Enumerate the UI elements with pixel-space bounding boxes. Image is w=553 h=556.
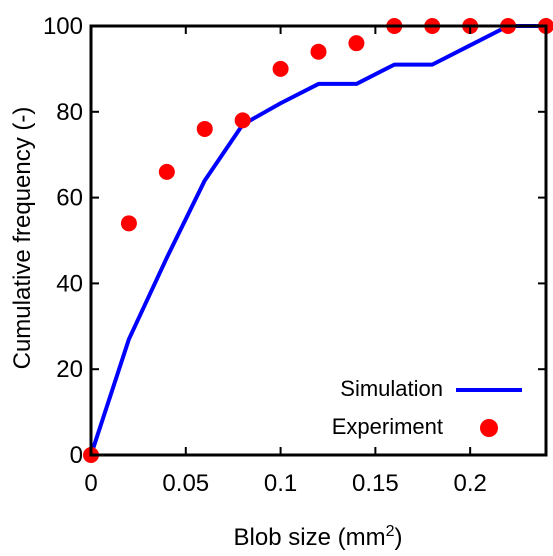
ticks-layer: 0 0.05 0.1 0.15 0.2 0 20 40 60 80 100 bbox=[43, 13, 546, 497]
legend-label-experiment: Experiment bbox=[332, 414, 443, 439]
y-tick-label: 60 bbox=[56, 185, 83, 212]
x-tick-label: 0 bbox=[84, 470, 97, 497]
y-tick-label: 20 bbox=[56, 356, 83, 383]
y-axis-title: Cumulative frequency (-) bbox=[9, 107, 36, 370]
series-layer bbox=[83, 18, 553, 463]
y-tick-label: 40 bbox=[56, 270, 83, 297]
x-tick-label: 0.15 bbox=[352, 470, 399, 497]
y-tick-label: 100 bbox=[43, 13, 83, 40]
experiment-point bbox=[196, 120, 213, 137]
y-tick-label: 80 bbox=[56, 99, 83, 126]
experiment-point bbox=[348, 35, 365, 52]
legend: Simulation Experiment bbox=[332, 376, 522, 439]
legend-label-simulation: Simulation bbox=[340, 376, 443, 401]
experiment-point bbox=[272, 60, 289, 77]
experiment-point bbox=[120, 215, 137, 232]
x-tick-label: 0.1 bbox=[264, 470, 297, 497]
x-axis-title: Blob size (mm2) bbox=[234, 523, 403, 551]
y-tick-label: 0 bbox=[70, 442, 83, 469]
legend-swatch-experiment bbox=[480, 419, 498, 437]
experiment-point bbox=[158, 163, 175, 180]
simulation-line bbox=[89, 24, 546, 456]
plot-frame bbox=[89, 24, 548, 457]
experiment-point bbox=[310, 43, 327, 60]
x-tick-label: 0.05 bbox=[162, 470, 209, 497]
x-tick-label: 0.2 bbox=[453, 470, 486, 497]
experiment-point bbox=[234, 112, 251, 129]
